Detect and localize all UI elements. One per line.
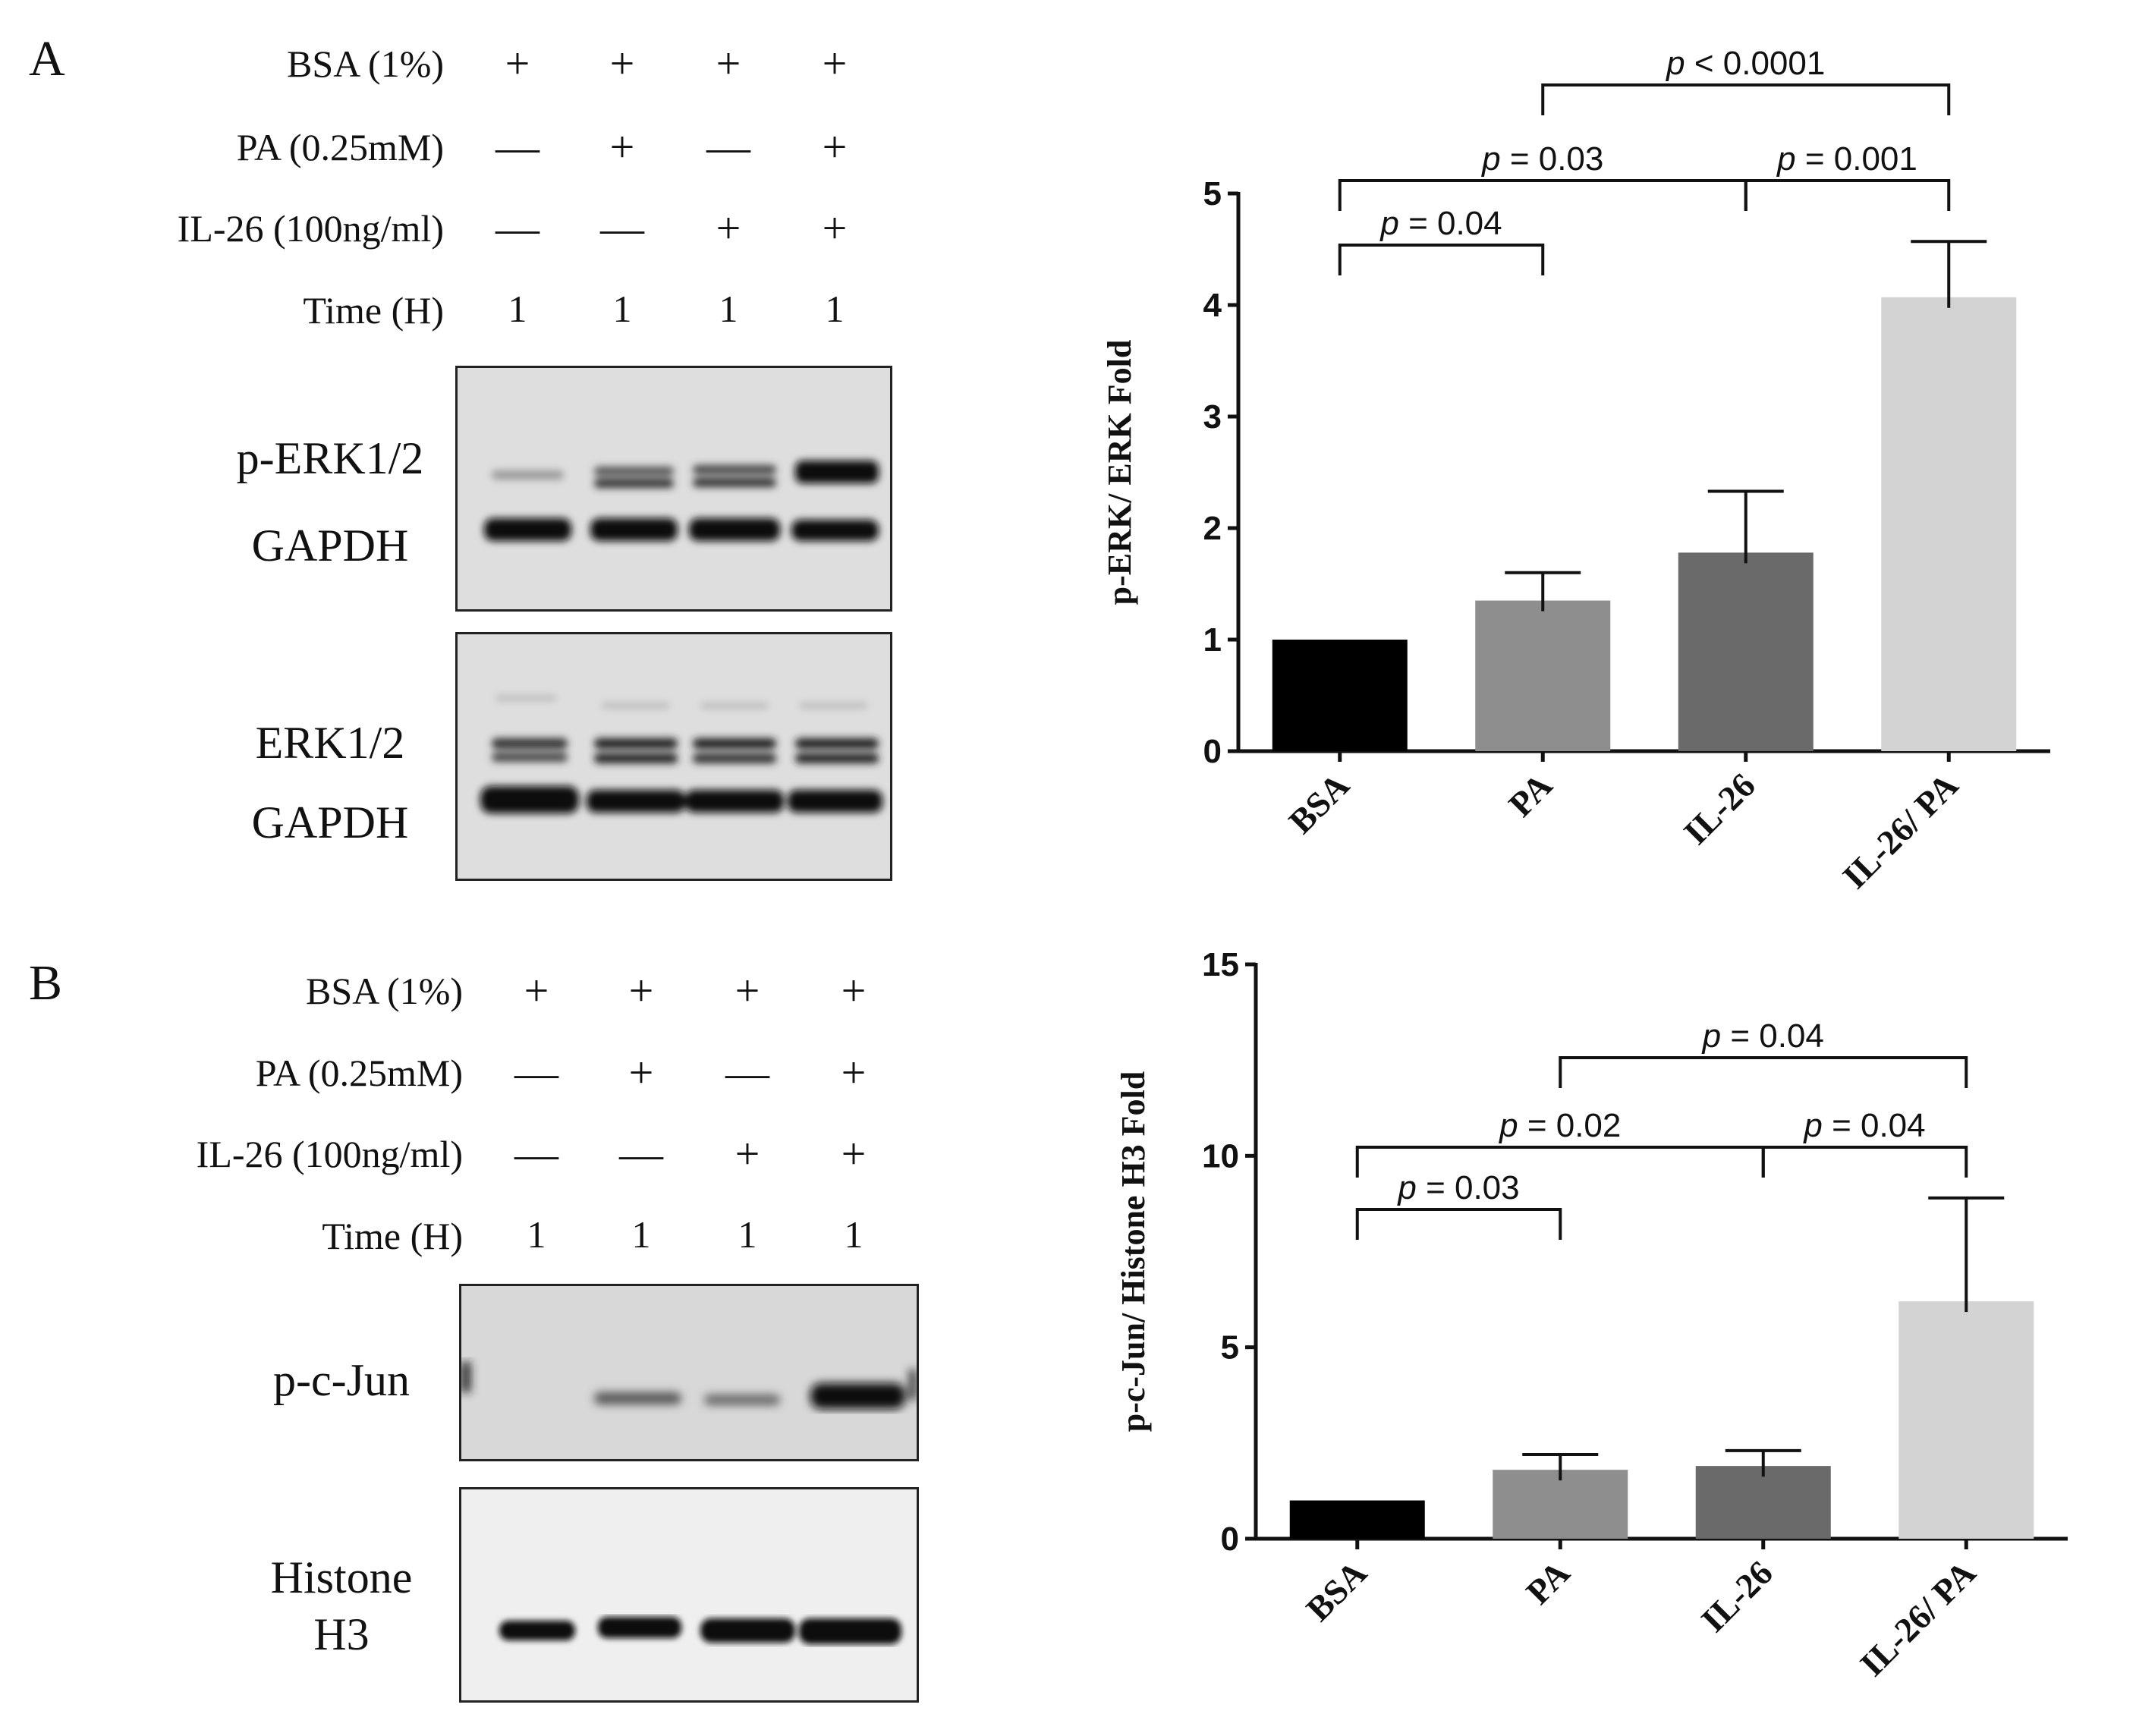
blot-label-p-erk: p-ERK1/2 [236, 433, 424, 483]
condition-symbol: + [609, 39, 635, 88]
panel-letter-a: A [29, 31, 65, 86]
blot-label-h3: H3 [313, 1609, 370, 1659]
y-tick-label: 2 [1203, 510, 1222, 547]
condition-symbol: + [822, 122, 848, 171]
y-tick-label: 10 [1202, 1137, 1239, 1175]
x-tick-label: IL-26 [1694, 1553, 1780, 1640]
condition-symbol: — [514, 1048, 558, 1097]
condition-label-pa: PA (0.25mM) [255, 1052, 463, 1094]
condition-label-pa: PA (0.25mM) [236, 126, 444, 168]
blot-label-erk: ERK1/2 [255, 718, 405, 768]
x-tick-label: IL-26 [1676, 766, 1763, 852]
y-tick-label: 0 [1221, 1521, 1239, 1558]
condition-symbol: + [628, 966, 654, 1015]
y-axis-label: p-ERK/ ERK Fold [1101, 340, 1138, 605]
bar [1272, 640, 1408, 751]
condition-symbol: — [600, 203, 644, 253]
x-tick-label: PA [1518, 1553, 1577, 1612]
y-tick-label: 4 [1203, 287, 1222, 324]
significance-label: p = 0.04 [1802, 1107, 1925, 1144]
significance-label: p = 0.001 [1776, 140, 1917, 178]
condition-symbol: 1 [631, 1213, 651, 1256]
condition-symbol: + [822, 203, 848, 253]
blot-image-p-c-jun [459, 1284, 919, 1461]
condition-symbol: — [514, 1129, 558, 1178]
bar [1289, 1500, 1425, 1539]
condition-symbol: + [716, 203, 741, 253]
x-tick-label: PA [1501, 766, 1559, 824]
condition-label-bsa: BSA (1%) [306, 970, 463, 1012]
bar [1493, 1470, 1628, 1539]
chart-p-c-jun: 0 5 10 15 p-c-Jun/ Histone H3 Fold BSA PA IL-26… [1115, 946, 2068, 1684]
chart-p-erk: 0 1 2 3 4 5 p-ERK/ ERK Fold BSA PA IL-26 IL-26/ PA… [1101, 45, 2050, 896]
blot-label-gapdh-2: GAPDH [251, 797, 409, 848]
x-tick-label: BSA [1281, 766, 1356, 841]
significance-bracket [1338, 244, 1545, 275]
y-tick-label: 1 [1203, 621, 1222, 659]
condition-symbol: — [619, 1129, 663, 1178]
significance-bracket [1559, 1056, 1968, 1088]
condition-symbol: + [822, 39, 848, 88]
blot-label-p-c-jun: p-c-Jun [273, 1355, 410, 1405]
condition-symbol: — [495, 203, 540, 253]
condition-symbol: + [609, 122, 635, 171]
condition-symbol: 1 [844, 1213, 864, 1256]
y-tick-label: 5 [1221, 1329, 1239, 1366]
condition-symbol: 1 [719, 288, 738, 330]
panel-letter-b: B [29, 955, 63, 1011]
y-tick-label: 3 [1203, 398, 1222, 436]
significance-label: p < 0.0001 [1665, 45, 1825, 82]
bar [1881, 297, 2017, 752]
blot-image-p-erk-gapdh [455, 366, 892, 612]
significance-label: p = 0.04 [1701, 1017, 1824, 1055]
condition-symbol: + [841, 1129, 867, 1178]
x-tick-label: IL-26/ PA [1852, 1553, 1983, 1684]
y-tick-label: 5 [1203, 175, 1222, 212]
condition-symbol: — [706, 122, 750, 171]
significance-label: p = 0.03 [1480, 140, 1603, 178]
significance-label: p = 0.03 [1396, 1169, 1519, 1206]
significance-bracket [1761, 1146, 1968, 1178]
condition-symbol: 1 [508, 288, 527, 330]
significance-label: p = 0.02 [1498, 1107, 1621, 1144]
significance-bracket [1744, 179, 1951, 211]
condition-symbol: + [505, 39, 530, 88]
condition-symbol: + [735, 1129, 760, 1178]
significance-bracket [1355, 1208, 1562, 1240]
condition-label-time: Time (H) [322, 1215, 463, 1257]
condition-symbol: 1 [738, 1213, 757, 1256]
condition-symbol: + [524, 966, 549, 1015]
condition-symbol: 1 [825, 288, 845, 330]
blot-image-histone-h3 [459, 1487, 919, 1703]
significance-label: p = 0.04 [1379, 205, 1502, 242]
bar [1695, 1466, 1831, 1539]
y-tick-label: 15 [1202, 946, 1239, 983]
condition-symbol: 1 [612, 288, 632, 330]
condition-label-bsa: BSA (1%) [287, 42, 444, 85]
condition-symbol: — [725, 1048, 769, 1097]
bar [1898, 1301, 2034, 1539]
bar [1678, 552, 1814, 751]
x-tick-label: IL-26/ PA [1835, 766, 1965, 896]
condition-label-time: Time (H) [303, 289, 444, 332]
significance-bracket [1541, 83, 1951, 115]
condition-symbol: + [841, 1048, 867, 1097]
condition-symbol: 1 [527, 1213, 546, 1256]
condition-label-il26: IL-26 (100ng/ml) [177, 207, 444, 250]
y-tick-label: 0 [1203, 733, 1222, 770]
blot-image-erk-gapdh [455, 632, 892, 881]
condition-symbol: + [841, 966, 867, 1015]
y-axis-label: p-c-Jun/ Histone H3 Fold [1115, 1071, 1152, 1433]
bar [1475, 600, 1611, 751]
condition-symbol: + [716, 39, 741, 88]
condition-symbol: + [628, 1048, 654, 1097]
condition-label-il26: IL-26 (100ng/ml) [196, 1133, 463, 1175]
blot-label-gapdh: GAPDH [251, 520, 409, 571]
condition-symbol: + [735, 966, 760, 1015]
blot-label-histone: Histone [270, 1552, 413, 1602]
x-tick-label: BSA [1298, 1553, 1373, 1628]
condition-symbol: — [495, 122, 540, 171]
